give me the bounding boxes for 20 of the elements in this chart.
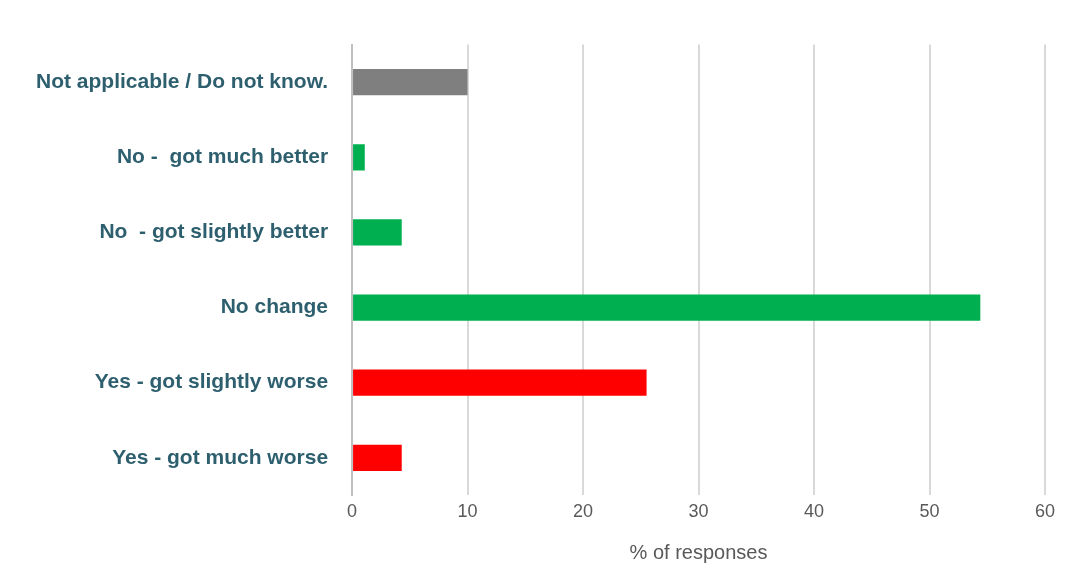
bar (353, 144, 365, 171)
x-tick-label: 0 (347, 501, 358, 522)
y-tick-label: Yes - got much worse (112, 444, 329, 468)
x-tick-label: 60 (1034, 501, 1056, 522)
x-tick-label: 40 (804, 501, 825, 522)
bar (353, 219, 402, 246)
x-tick-label: 30 (688, 501, 709, 522)
x-tick-label: 50 (919, 501, 940, 522)
y-tick-label: Yes - got slightly worse (94, 369, 329, 393)
x-tick-label: 20 (573, 501, 594, 522)
bar (353, 444, 402, 471)
y-tick-label: Not applicable / Do not know. (36, 68, 329, 92)
y-tick-label: No - got much better (116, 144, 329, 168)
x-tick-label: 10 (457, 501, 478, 522)
y-tick-label: No change (220, 294, 329, 318)
bar (353, 369, 647, 396)
y-tick-label: No - got slightly better (99, 219, 329, 243)
bar (353, 69, 468, 96)
bar (353, 294, 981, 321)
x-axis-title: % of responses (629, 540, 768, 563)
